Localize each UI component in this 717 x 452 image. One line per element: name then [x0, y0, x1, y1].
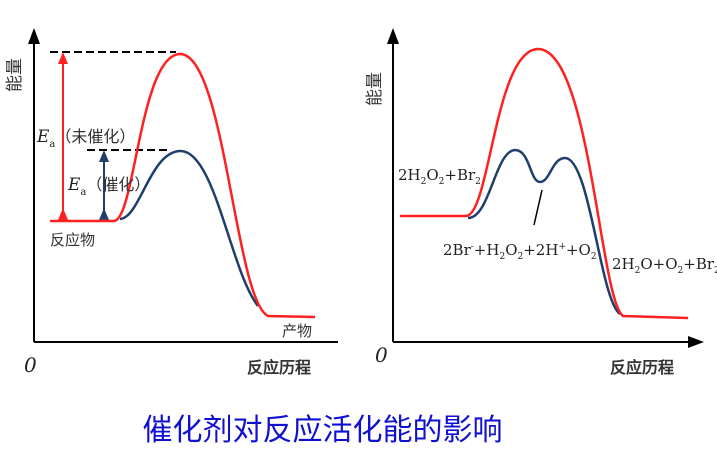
- reactant-formula: 2H2O2+Br2: [398, 166, 481, 187]
- ea-uncatalyzed-label: Ea（未催化）: [36, 127, 135, 150]
- left-panel: 能量 0 反应历程 Ea（未催化） Ea（催化） 反应物 产物: [5, 28, 338, 377]
- ea-catalyzed-label: Ea（催化）: [67, 175, 150, 198]
- origin-label: 0: [24, 353, 37, 377]
- intermediate-formula: 2Br-+H2O2+2H++O2: [443, 241, 597, 262]
- reactant-label: 反应物: [50, 231, 95, 249]
- intermediate-pointer: [533, 189, 543, 226]
- right-panel: 能量 0 反应历程 2H2O2+Br2 2Br-+H2O2+2H++O2 2H2…: [365, 28, 717, 377]
- uncatalyzed-curve: [50, 52, 316, 319]
- catalyzed-curve: [119, 149, 259, 307]
- y-axis-label: 能量: [5, 58, 25, 92]
- x-axis-label: 反应历程: [247, 358, 311, 377]
- x-axis-label: 反应历程: [610, 358, 674, 377]
- catalyzed-curve: [467, 148, 621, 316]
- origin-label: 0: [375, 343, 388, 367]
- y-axis-label: 能量: [365, 72, 385, 106]
- product-label: 产物: [282, 322, 312, 340]
- uncatalyzed-curve: [400, 47, 689, 320]
- diagram-title: 催化剂对反应活化能的影响: [142, 413, 503, 448]
- product-formula: 2H2O+O2+Br2: [612, 255, 717, 276]
